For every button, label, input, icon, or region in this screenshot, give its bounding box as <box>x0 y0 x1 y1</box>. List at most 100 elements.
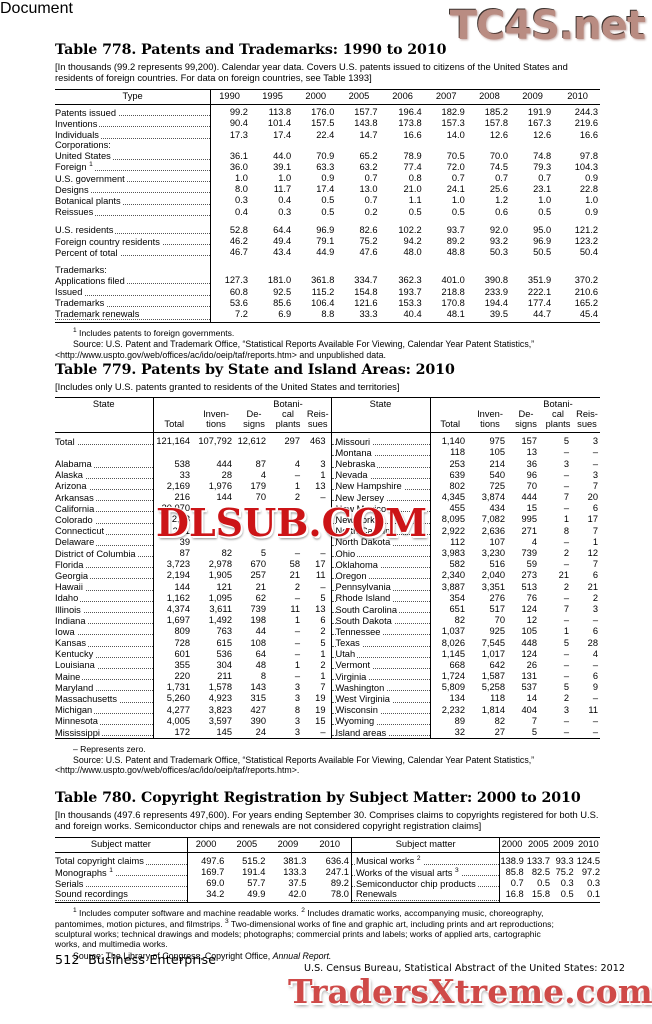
leader-dots <box>55 294 211 296</box>
col-head-blank-3 <box>55 420 153 432</box>
data-cell <box>471 140 514 150</box>
data-cell: 1,731 <box>152 681 195 693</box>
data-cell: 516 <box>489 559 505 570</box>
leader-dots <box>332 667 430 669</box>
spacer <box>514 258 557 265</box>
row-label-text: Alabama <box>55 459 94 470</box>
row-label: Florida <box>55 559 153 570</box>
data-cell: 167.3 <box>527 118 552 129</box>
leader-dots <box>55 723 153 725</box>
col-head-total-left: Total <box>152 419 195 433</box>
data-cell <box>471 265 514 275</box>
row-label: Kansas <box>55 637 153 649</box>
row-label-text: Nevada <box>335 470 370 481</box>
leader-dots <box>55 667 153 669</box>
row-label: Semiconductor chip products <box>350 877 500 889</box>
leader-dots <box>55 115 211 117</box>
data-cell: 304 <box>216 659 232 670</box>
row-label: Hawaii <box>55 581 153 593</box>
row-label-text: North Dakota <box>335 537 393 548</box>
data-cell: 70.5 <box>446 150 465 161</box>
col-head-2006: 2006 <box>392 90 413 101</box>
data-cell: 8 <box>260 671 266 682</box>
data-cell: 193.7 <box>398 286 422 297</box>
row-label: South Dakota <box>330 614 430 626</box>
leader-dots <box>352 863 500 865</box>
row-label: Serials <box>55 878 187 889</box>
data-cell: 37.5 <box>288 878 307 889</box>
data-cell: 5 <box>563 436 569 447</box>
table-row: Reissues 0.4 0.3 0.5 0.2 0.5 0.5 0.6 0.5 0.9 <box>55 206 600 218</box>
row-label-text: California <box>55 503 97 514</box>
data-cell <box>195 503 237 514</box>
row-label-text: Island areas <box>335 727 389 738</box>
data-cell: 70 <box>526 480 537 491</box>
data-cell <box>340 140 383 150</box>
leader-dots <box>55 169 211 171</box>
data-cell: 118 <box>429 446 470 458</box>
data-cell: 444 <box>521 492 537 503</box>
data-cell: 315 <box>250 693 266 704</box>
data-cell: 17 <box>315 559 326 570</box>
data-cell: 63.2 <box>359 161 378 172</box>
leader-dots <box>55 488 153 490</box>
data-cell: 6 <box>592 626 598 637</box>
col-head-2005-right: 2005 <box>528 838 549 849</box>
data-cell: 220 <box>152 670 195 682</box>
data-cell: 1,587 <box>481 671 505 682</box>
data-cell: 7 <box>592 559 598 570</box>
data-cell: 802 <box>429 480 470 492</box>
row-label: Percent of total <box>55 247 211 258</box>
data-cell: 3 <box>592 436 598 447</box>
data-cell: 154.8 <box>354 286 378 297</box>
leader-dots <box>332 656 430 658</box>
row-label-text: Pennsylvania <box>335 582 393 593</box>
row-label: Delaware <box>55 536 153 548</box>
data-cell: 271 <box>521 525 537 536</box>
table-row: Idaho 1,162 1,095 62 – 5 Rhode Island 354 276 76 –… <box>55 592 600 604</box>
col-head-2000: 2000 <box>305 90 327 101</box>
table-row: Maine 220 211 8 – 1 Virginia 1,724 1,587 131 – 6 <box>55 670 600 682</box>
data-cell: 725 <box>489 480 505 491</box>
data-cell: 1,017 <box>481 648 505 659</box>
leader-dots <box>55 735 153 737</box>
row-label-text: Ohio <box>335 548 358 559</box>
row-label: Trademarks <box>55 297 211 309</box>
data-cell: 44 <box>255 626 266 637</box>
data-cell <box>237 525 271 536</box>
rule <box>55 902 600 904</box>
data-cell: 2 <box>563 581 569 592</box>
row-label-text: Michigan <box>55 705 95 716</box>
data-cell: 1 <box>320 648 326 659</box>
table-bottom-rule <box>55 737 600 739</box>
data-cell: 105 <box>489 447 505 458</box>
data-cell: 19 <box>315 693 326 704</box>
data-cell: 434 <box>489 503 505 514</box>
col-head-blank-1 <box>55 410 153 420</box>
data-cell: 89.2 <box>330 878 349 889</box>
col-head-inventions-l2-right: tions <box>480 419 500 430</box>
table-row: Sound recordings 34.2 49.9 42.0 78.0 Renewals… <box>55 888 600 903</box>
row-label-text: New Jersey <box>335 492 387 503</box>
data-cell: 165.2 <box>574 297 598 308</box>
data-cell: 97.8 <box>579 150 598 161</box>
table-row: Kentucky 601 536 64 – 1 Utah 1,145 1,017 124 – 4 <box>55 648 600 660</box>
data-cell: 448 <box>521 637 537 648</box>
data-cell: 191.4 <box>242 866 266 877</box>
leader-dots <box>55 612 153 614</box>
col-head-2000-left: 2000 <box>186 837 229 853</box>
table-779-header-row: State Botani- State Botani- <box>55 397 600 411</box>
data-cell: 40.4 <box>403 308 422 319</box>
data-cell: 739 <box>521 548 537 558</box>
table-row: Iowa 809 763 44 – 2 Tennessee 1,037 925 105 1 6 <box>55 625 600 637</box>
data-cell: 8,026 <box>429 636 470 649</box>
leader-dots <box>332 723 430 725</box>
row-label-text: New York <box>335 515 377 526</box>
data-cell: 0.5 <box>537 878 550 889</box>
data-cell: 15 <box>315 715 326 726</box>
data-cell: 0.4 <box>278 195 292 206</box>
row-label: Montana <box>330 446 430 458</box>
leader-dots <box>332 455 430 457</box>
data-cell: 0.3 <box>587 878 600 889</box>
table-row: Arizona 2,169 1,976 179 1 13 New Hampshire 802 7… <box>55 480 600 492</box>
